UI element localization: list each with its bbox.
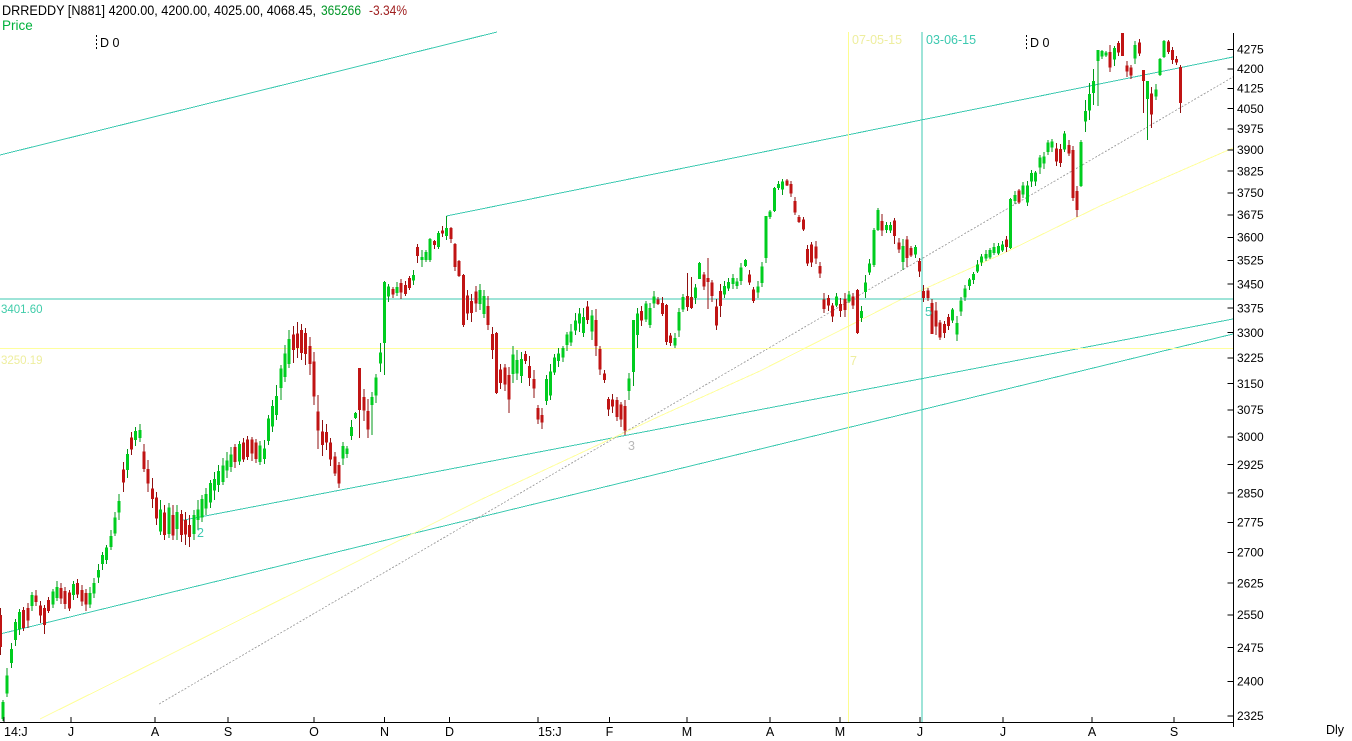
svg-text:3675: 3675 xyxy=(1237,208,1264,222)
svg-text:365266: 365266 xyxy=(321,3,361,18)
svg-text:N: N xyxy=(380,725,389,739)
svg-text:4050: 4050 xyxy=(1237,102,1264,116)
svg-text:4125: 4125 xyxy=(1237,82,1264,96)
svg-text:5: 5 xyxy=(925,305,932,319)
svg-text:3900: 3900 xyxy=(1237,143,1264,157)
svg-text:3150: 3150 xyxy=(1237,377,1264,391)
svg-text:3525: 3525 xyxy=(1237,254,1264,268)
svg-text:07-05-15: 07-05-15 xyxy=(852,33,902,47)
svg-text:3300: 3300 xyxy=(1237,326,1264,340)
svg-text:J: J xyxy=(1000,725,1006,739)
svg-text:3225: 3225 xyxy=(1237,351,1264,365)
svg-text:S: S xyxy=(224,725,232,739)
svg-text:S: S xyxy=(1170,725,1178,739)
svg-text:3375: 3375 xyxy=(1237,301,1264,315)
svg-text:M: M xyxy=(835,725,845,739)
svg-text:14:J: 14:J xyxy=(4,725,28,739)
svg-text:D: D xyxy=(445,725,454,739)
svg-text:2700: 2700 xyxy=(1237,546,1264,560)
svg-text:7: 7 xyxy=(850,354,857,368)
svg-text:-3.34%: -3.34% xyxy=(369,3,407,18)
svg-text:3: 3 xyxy=(628,439,635,453)
svg-text:J: J xyxy=(917,725,923,739)
svg-text:2850: 2850 xyxy=(1237,486,1264,500)
svg-text:03-06-15: 03-06-15 xyxy=(926,33,976,47)
svg-text:M: M xyxy=(682,725,692,739)
svg-text:3750: 3750 xyxy=(1237,186,1264,200)
svg-text:DRREDDY [N881] 4200.00, 4200.0: DRREDDY [N881] 4200.00, 4200.00, 4025.00… xyxy=(2,3,316,18)
svg-text:A: A xyxy=(1088,725,1097,739)
svg-text:3000: 3000 xyxy=(1237,430,1264,444)
svg-text:J: J xyxy=(68,725,74,739)
svg-text:A: A xyxy=(151,725,160,739)
svg-text:2925: 2925 xyxy=(1237,458,1264,472)
svg-text:D 0: D 0 xyxy=(1030,36,1050,50)
svg-text:3450: 3450 xyxy=(1237,277,1264,291)
svg-text:D 0: D 0 xyxy=(100,36,120,50)
svg-text:3075: 3075 xyxy=(1237,403,1264,417)
svg-text:Price: Price xyxy=(2,18,33,33)
svg-text:4200: 4200 xyxy=(1237,62,1264,76)
svg-text:2: 2 xyxy=(197,526,204,540)
svg-text:4275: 4275 xyxy=(1237,43,1264,57)
svg-text:F: F xyxy=(606,725,614,739)
svg-text:3825: 3825 xyxy=(1237,164,1264,178)
svg-text:3975: 3975 xyxy=(1237,122,1264,136)
svg-text:2775: 2775 xyxy=(1237,516,1264,530)
svg-text:2550: 2550 xyxy=(1237,608,1264,622)
svg-text:Dly: Dly xyxy=(1326,723,1345,737)
svg-text:3250.19: 3250.19 xyxy=(1,355,43,367)
svg-text:O: O xyxy=(309,725,319,739)
svg-text:2625: 2625 xyxy=(1237,576,1264,590)
svg-text:A: A xyxy=(766,725,775,739)
svg-text:2475: 2475 xyxy=(1237,641,1264,655)
svg-text:3401.60: 3401.60 xyxy=(1,304,43,316)
svg-text:2400: 2400 xyxy=(1237,675,1264,689)
svg-text:3600: 3600 xyxy=(1237,231,1264,245)
svg-text:15:J: 15:J xyxy=(538,725,562,739)
svg-text:2325: 2325 xyxy=(1237,709,1264,723)
